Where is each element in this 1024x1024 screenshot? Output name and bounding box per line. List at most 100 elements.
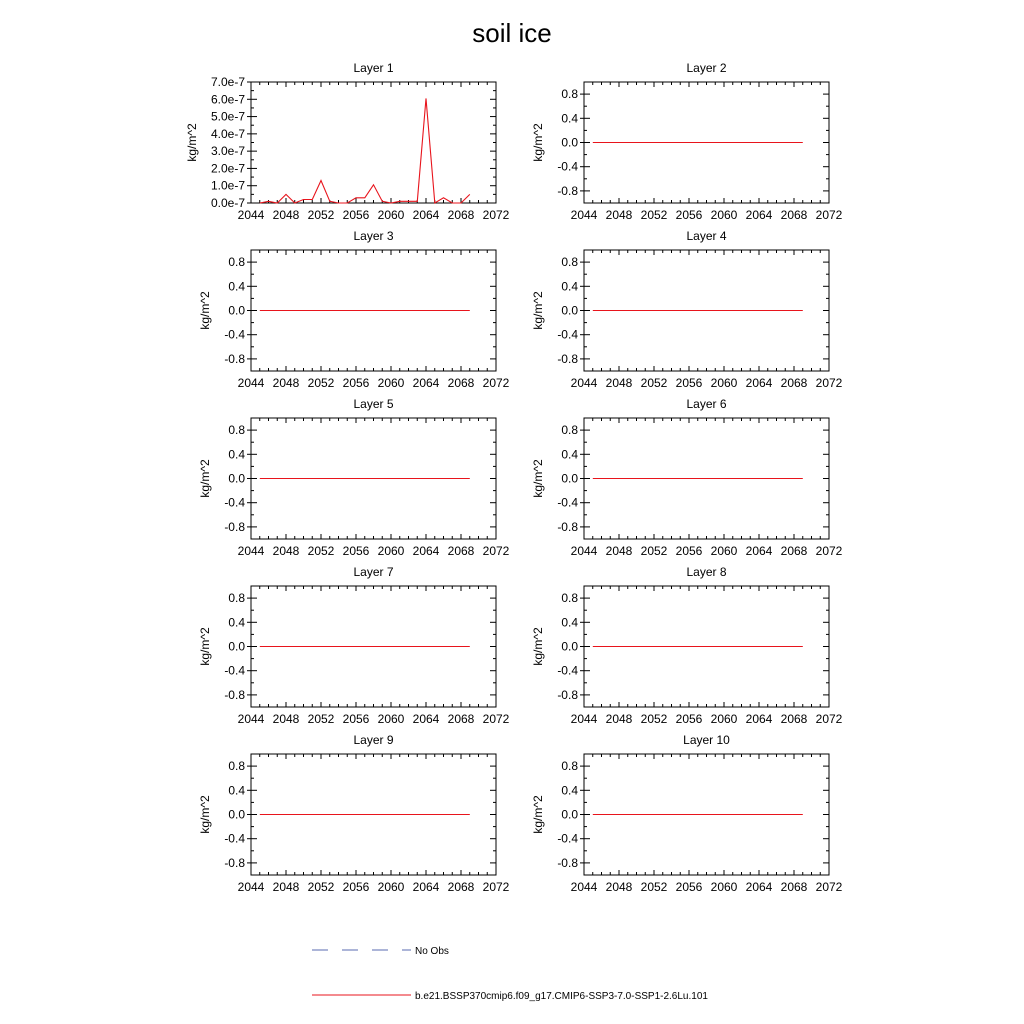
y-tick-label: 7.0e-7 — [211, 75, 245, 89]
x-tick-label: 2052 — [308, 544, 335, 558]
y-tick-label: 0.4 — [561, 279, 578, 293]
panel-layer-1: Layer 1 2044 2048 2052 2056 2060 2064 2068 2072 0… — [185, 61, 510, 222]
y-tick-label: -0.4 — [557, 328, 578, 342]
x-tick-label: 2052 — [308, 208, 335, 222]
x-tick-label: 2060 — [378, 712, 405, 726]
y-tick-label: 0.4 — [561, 111, 578, 125]
x-tick-label: 2048 — [606, 376, 633, 390]
y-tick-label: 0.0 — [228, 640, 245, 654]
x-tick-label: 2064 — [413, 880, 440, 894]
figure-title: soil ice — [472, 18, 551, 48]
x-tick-label: 2048 — [273, 208, 300, 222]
x-tick-label: 2044 — [571, 544, 598, 558]
x-tick-label: 2056 — [676, 376, 703, 390]
x-tick-label: 2060 — [711, 544, 738, 558]
x-tick-label: 2048 — [273, 376, 300, 390]
x-tick-label: 2060 — [711, 880, 738, 894]
x-tick-label: 2072 — [483, 544, 510, 558]
y-tick-label: 0.0 — [561, 304, 578, 318]
y-tick-label: 0.0 — [228, 808, 245, 822]
panel-layer-5: Layer 5 2044 2048 2052 2056 2060 2064 2068 2072 0… — [198, 397, 510, 558]
x-tick-label: 2044 — [238, 880, 265, 894]
x-tick-label: 2060 — [378, 208, 405, 222]
panel-title: Layer 1 — [353, 61, 393, 75]
y-tick-label: -0.4 — [557, 496, 578, 510]
y-tick-label: 0.4 — [561, 783, 578, 797]
y-tick-label: 0.8 — [228, 423, 245, 437]
x-tick-label: 2060 — [711, 712, 738, 726]
y-tick-label: -0.4 — [224, 496, 245, 510]
legend: No Obs b.e21.BSSP370cmip6.f09_g17.CMIP6-S… — [312, 946, 708, 1002]
x-tick-label: 2052 — [308, 376, 335, 390]
panel-title: Layer 8 — [686, 565, 726, 579]
x-tick-label: 2060 — [378, 376, 405, 390]
x-tick-label: 2072 — [816, 880, 843, 894]
y-tick-label: -0.8 — [224, 688, 245, 702]
panels-grid: Layer 1 2044 2048 2052 2056 2060 2064 2068 2072 0… — [185, 61, 843, 894]
x-tick-label: 2072 — [483, 376, 510, 390]
y-tick-label: 0.4 — [561, 615, 578, 629]
y-tick-label: 1.0e-7 — [211, 179, 245, 193]
y-tick-label: 0.8 — [561, 87, 578, 101]
x-tick-label: 2072 — [483, 712, 510, 726]
panel-layer-9: Layer 9 2044 2048 2052 2056 2060 2064 2068 2072 0… — [198, 733, 510, 894]
y-tick-label: -0.4 — [557, 664, 578, 678]
x-tick-label: 2052 — [641, 208, 668, 222]
y-axis-label: kg/m^2 — [198, 795, 212, 834]
x-tick-label: 2044 — [571, 208, 598, 222]
y-tick-label: 0.8 — [228, 255, 245, 269]
x-tick-label: 2068 — [448, 880, 475, 894]
panel-layer-7: Layer 7 2044 2048 2052 2056 2060 2064 2068 2072 0… — [198, 565, 510, 726]
x-tick-label: 2064 — [413, 712, 440, 726]
x-tick-label: 2068 — [448, 208, 475, 222]
y-tick-label: 0.0 — [561, 472, 578, 486]
y-tick-label: 5.0e-7 — [211, 110, 245, 124]
x-tick-label: 2048 — [606, 880, 633, 894]
x-tick-label: 2068 — [781, 376, 808, 390]
x-tick-label: 2052 — [308, 880, 335, 894]
y-tick-label: 0.4 — [228, 783, 245, 797]
x-tick-label: 2052 — [641, 376, 668, 390]
y-tick-label: -0.8 — [557, 352, 578, 366]
y-tick-label: 0.8 — [228, 759, 245, 773]
y-tick-label: -0.8 — [224, 520, 245, 534]
x-tick-label: 2048 — [273, 544, 300, 558]
x-tick-label: 2068 — [781, 880, 808, 894]
x-tick-label: 2072 — [483, 880, 510, 894]
x-tick-label: 2072 — [816, 208, 843, 222]
y-tick-label: 6.0e-7 — [211, 92, 245, 106]
x-tick-label: 2060 — [378, 880, 405, 894]
y-tick-label: 0.0 — [561, 640, 578, 654]
x-tick-label: 2052 — [641, 880, 668, 894]
panel-title: Layer 2 — [686, 61, 726, 75]
x-tick-label: 2044 — [571, 376, 598, 390]
panel-title: Layer 3 — [353, 229, 393, 243]
panel-title: Layer 9 — [353, 733, 393, 747]
x-tick-label: 2068 — [448, 712, 475, 726]
x-tick-label: 2068 — [448, 376, 475, 390]
y-axis-label: kg/m^2 — [198, 627, 212, 666]
x-tick-label: 2064 — [746, 544, 773, 558]
y-axis-label: kg/m^2 — [531, 123, 545, 162]
y-tick-label: 0.8 — [561, 423, 578, 437]
x-tick-label: 2064 — [413, 376, 440, 390]
y-tick-label: -0.8 — [557, 184, 578, 198]
x-tick-label: 2048 — [606, 208, 633, 222]
y-axis-label: kg/m^2 — [198, 291, 212, 330]
x-tick-label: 2072 — [483, 208, 510, 222]
x-tick-label: 2056 — [343, 880, 370, 894]
panel-layer-8: Layer 8 2044 2048 2052 2056 2060 2064 2068 2072 0… — [531, 565, 843, 726]
x-tick-label: 2056 — [676, 544, 703, 558]
legend-entry-model: b.e21.BSSP370cmip6.f09_g17.CMIP6-SSP3-7.… — [312, 991, 708, 1002]
y-axis-label: kg/m^2 — [198, 459, 212, 498]
x-tick-label: 2044 — [238, 544, 265, 558]
y-tick-label: -0.8 — [224, 856, 245, 870]
series-line — [259, 98, 471, 204]
x-tick-label: 2052 — [308, 712, 335, 726]
x-tick-label: 2068 — [781, 544, 808, 558]
x-tick-label: 2064 — [413, 208, 440, 222]
y-axis-label: kg/m^2 — [531, 795, 545, 834]
y-axis-label: kg/m^2 — [531, 459, 545, 498]
x-tick-label: 2048 — [606, 544, 633, 558]
